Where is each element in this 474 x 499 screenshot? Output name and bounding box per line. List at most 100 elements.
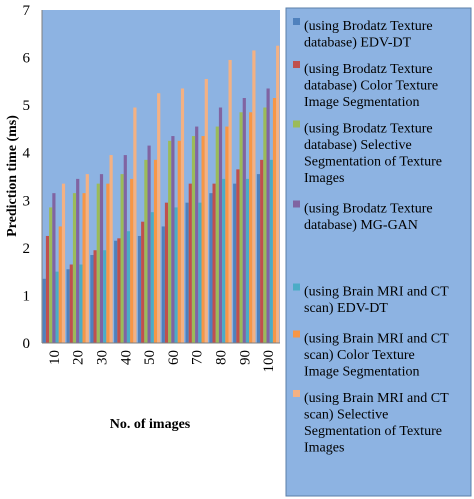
- bar: [260, 159, 264, 343]
- bar: [204, 78, 208, 343]
- y-tick-labels: 0 1 2 3 4 5 6 7: [23, 3, 31, 352]
- bar: [228, 59, 232, 343]
- bar: [218, 107, 223, 344]
- bar: [79, 264, 83, 343]
- bar: [85, 174, 89, 343]
- legend-entry-text: Images: [304, 441, 344, 456]
- y-tick-label: 5: [23, 98, 31, 114]
- legend-entry-text: scan) EDV-DT: [304, 301, 388, 316]
- legend-swatch: [293, 283, 300, 291]
- x-tick-label: 30: [95, 350, 111, 365]
- x-tick-label: 80: [214, 350, 230, 365]
- bar: [245, 178, 250, 343]
- bar: [99, 174, 104, 343]
- legend-entry-text: (using Brain MRI and CT: [304, 391, 449, 406]
- x-axis-title: No. of images: [110, 417, 191, 432]
- legend-swatch: [293, 200, 300, 208]
- x-tick-label: 40: [118, 350, 134, 365]
- legend-entry-text: database) MG-GAN: [304, 218, 418, 233]
- bar: [191, 136, 196, 343]
- bar: [249, 112, 253, 343]
- bar: [96, 183, 100, 343]
- bar: [215, 126, 219, 343]
- x-tick-label: 20: [71, 350, 87, 365]
- x-tick-labels: 10 20 30 40 50 60 70 80 90 100: [47, 350, 277, 373]
- legend-entry-text: database) Selective: [304, 138, 412, 153]
- bar: [263, 107, 267, 344]
- y-axis-title: Prediction time (ms): [5, 115, 20, 237]
- bar: [61, 183, 66, 343]
- legend-entry-text: Segmentation of Texture: [304, 424, 442, 439]
- bar: [201, 136, 205, 343]
- bar: [153, 159, 158, 343]
- bar: [58, 226, 62, 343]
- legend-box: [285, 7, 472, 497]
- bar: [195, 126, 199, 343]
- bar: [144, 159, 148, 343]
- x-tick-label: 90: [237, 350, 253, 365]
- bar: [66, 269, 70, 343]
- bar: [180, 88, 185, 344]
- bar: [269, 159, 273, 343]
- bar: [233, 183, 237, 343]
- legend-entry-text: (using Brodatz Texture: [304, 62, 433, 77]
- bar: [55, 271, 59, 343]
- legend-entry-text: scan) Color Texture: [304, 348, 415, 363]
- bar: [188, 183, 192, 343]
- legend-entry-text: Image Segmentation: [304, 95, 419, 110]
- x-tick-label: 60: [166, 350, 182, 365]
- bar: [198, 202, 202, 343]
- legend-entry-text: (using Brain MRI and CT: [304, 285, 449, 300]
- bar: [130, 178, 134, 343]
- y-tick-label: 7: [23, 3, 31, 19]
- bar: [72, 193, 77, 343]
- legend-entry-text: (using Brodatz Texture: [304, 122, 433, 137]
- bar: [109, 155, 113, 343]
- legend-entry-text: (using Brodatz Texture: [304, 202, 433, 217]
- y-tick-label: 6: [23, 51, 31, 67]
- bar: [225, 126, 229, 343]
- bar: [147, 145, 151, 343]
- bar: [242, 98, 246, 343]
- legend: (using Brodatz Texture database) EDV-DT (u…: [293, 18, 449, 456]
- x-tick-label: 50: [142, 350, 158, 365]
- bar: [276, 45, 280, 344]
- bar: [236, 169, 240, 343]
- legend-swatch: [293, 18, 300, 25]
- bar: [82, 193, 86, 343]
- y-tick-label: 3: [23, 193, 31, 209]
- bar: [164, 202, 169, 343]
- bar: [157, 93, 161, 343]
- bar: [49, 207, 53, 343]
- y-tick-label: 4: [23, 146, 31, 162]
- bar: [150, 212, 154, 343]
- bar: [185, 202, 189, 343]
- bar: [222, 178, 226, 343]
- x-tick-label: 70: [190, 350, 206, 365]
- bar: [45, 235, 50, 343]
- bar: [171, 136, 175, 343]
- legend-entry-text: scan) Selective: [304, 408, 388, 423]
- bar: [161, 226, 165, 343]
- x-tick-label: 100: [261, 350, 277, 373]
- bar: [212, 183, 216, 343]
- legend-entry-text: Image Segmentation: [304, 365, 419, 380]
- legend-swatch: [293, 390, 300, 397]
- bar: [69, 264, 73, 343]
- legend-entry-text: Images: [304, 171, 344, 186]
- legend-swatch: [293, 61, 300, 68]
- bar: [256, 174, 261, 343]
- bar: [52, 193, 56, 343]
- bar: [252, 50, 256, 343]
- legend-entry-text: (using Brodatz Texture: [304, 19, 433, 34]
- legend-entry-text: (using Brain MRI and CT: [304, 332, 449, 347]
- bar: [42, 278, 46, 343]
- bar: [141, 221, 145, 343]
- bar: [114, 240, 118, 343]
- bar: [93, 250, 97, 343]
- bar: [209, 193, 213, 343]
- bar: [120, 174, 124, 343]
- legend-entry-text: database) EDV-DT: [304, 36, 412, 51]
- bar: [76, 178, 80, 343]
